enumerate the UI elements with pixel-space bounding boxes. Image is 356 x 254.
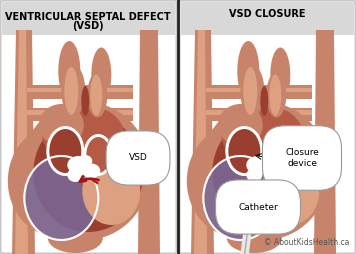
Polygon shape	[138, 30, 160, 254]
Ellipse shape	[228, 129, 260, 173]
Ellipse shape	[270, 47, 290, 103]
Ellipse shape	[78, 155, 92, 167]
Ellipse shape	[83, 134, 113, 176]
Ellipse shape	[246, 168, 262, 182]
Ellipse shape	[237, 41, 259, 101]
Ellipse shape	[46, 126, 84, 176]
Text: © AboutKidsHealth.ca: © AboutKidsHealth.ca	[264, 238, 349, 247]
Ellipse shape	[25, 157, 97, 239]
Polygon shape	[191, 30, 214, 254]
Ellipse shape	[67, 156, 89, 174]
Ellipse shape	[246, 156, 268, 174]
Ellipse shape	[225, 126, 263, 176]
Ellipse shape	[269, 74, 281, 116]
Ellipse shape	[227, 223, 282, 253]
Ellipse shape	[257, 155, 271, 167]
Ellipse shape	[86, 137, 110, 173]
Ellipse shape	[266, 72, 286, 118]
Ellipse shape	[90, 74, 102, 116]
Bar	[2, 2, 175, 35]
Ellipse shape	[49, 129, 81, 173]
Polygon shape	[15, 30, 28, 254]
Bar	[181, 2, 354, 35]
Ellipse shape	[82, 164, 100, 179]
Ellipse shape	[265, 137, 289, 173]
FancyBboxPatch shape	[180, 1, 355, 253]
Text: Catheter: Catheter	[238, 202, 278, 212]
Polygon shape	[27, 85, 133, 99]
Ellipse shape	[58, 41, 80, 101]
Polygon shape	[194, 30, 207, 254]
Polygon shape	[27, 88, 133, 92]
Polygon shape	[266, 165, 278, 193]
Polygon shape	[269, 171, 278, 191]
Ellipse shape	[64, 67, 78, 115]
Ellipse shape	[262, 134, 292, 176]
Polygon shape	[27, 110, 133, 115]
Ellipse shape	[67, 168, 83, 182]
Ellipse shape	[81, 86, 89, 116]
Polygon shape	[314, 30, 336, 254]
Ellipse shape	[243, 67, 257, 115]
FancyBboxPatch shape	[1, 1, 176, 253]
Ellipse shape	[48, 223, 103, 253]
Ellipse shape	[261, 157, 319, 225]
Ellipse shape	[91, 47, 111, 103]
Polygon shape	[27, 108, 133, 121]
Polygon shape	[206, 110, 312, 115]
Ellipse shape	[87, 72, 107, 118]
Ellipse shape	[33, 114, 143, 232]
Ellipse shape	[218, 104, 263, 146]
Text: Closure
device: Closure device	[285, 148, 319, 168]
Ellipse shape	[187, 126, 282, 236]
Ellipse shape	[260, 86, 268, 116]
Ellipse shape	[212, 114, 322, 232]
Polygon shape	[206, 85, 312, 99]
Ellipse shape	[204, 157, 276, 239]
Ellipse shape	[61, 65, 85, 117]
Ellipse shape	[39, 104, 84, 146]
Ellipse shape	[82, 157, 140, 225]
Text: VSD: VSD	[129, 153, 147, 163]
Ellipse shape	[199, 102, 329, 240]
Ellipse shape	[42, 105, 124, 165]
Polygon shape	[206, 88, 312, 92]
Ellipse shape	[240, 65, 264, 117]
Ellipse shape	[20, 102, 150, 240]
Ellipse shape	[221, 105, 303, 165]
Ellipse shape	[261, 164, 279, 179]
Polygon shape	[12, 30, 35, 254]
Polygon shape	[206, 108, 312, 121]
Ellipse shape	[8, 126, 103, 236]
Text: VENTRICULAR SEPTAL DEFECT: VENTRICULAR SEPTAL DEFECT	[5, 12, 171, 22]
Text: (VSD): (VSD)	[72, 21, 104, 31]
Text: VSD CLOSURE: VSD CLOSURE	[229, 9, 305, 19]
